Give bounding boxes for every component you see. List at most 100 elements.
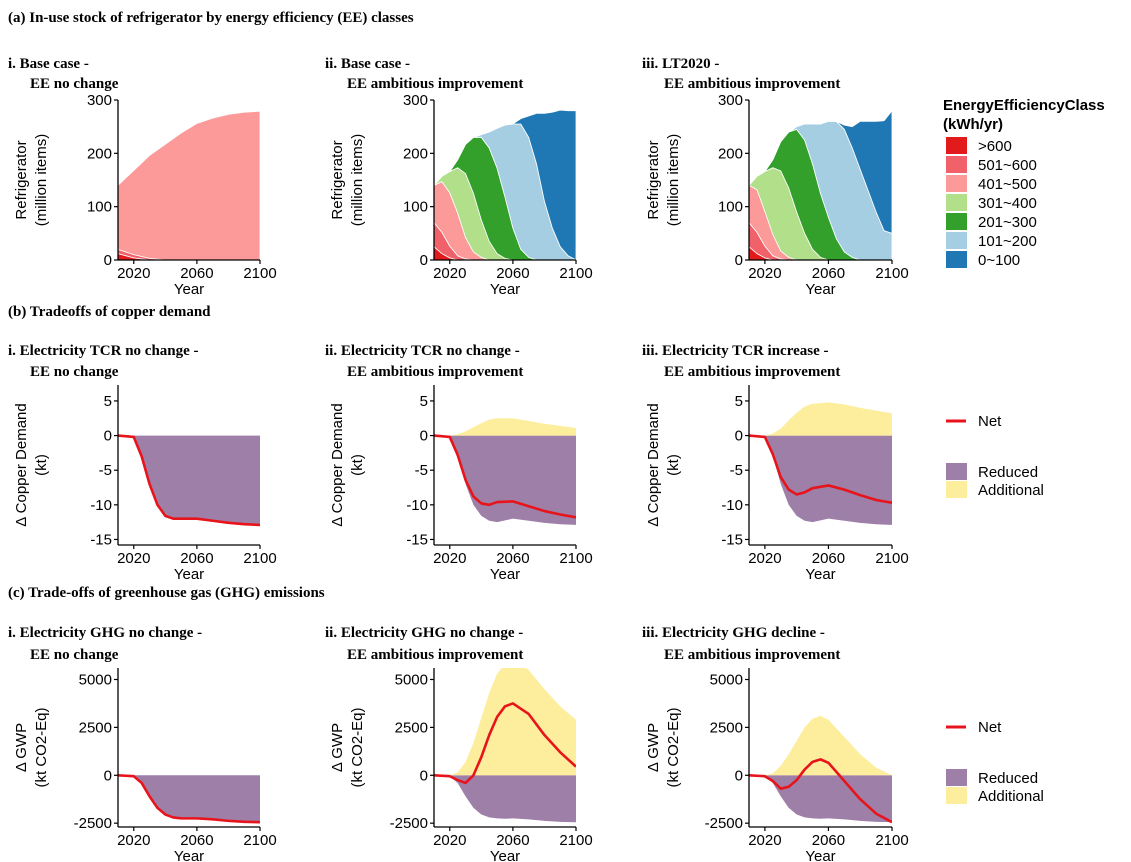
section-a-title: (a) In-use stock of refrigerator by ener…: [8, 10, 414, 26]
area-additional: [749, 715, 892, 776]
area-reduced: [434, 775, 576, 823]
legend-label-101-200: 101~200: [978, 233, 1037, 250]
legend-ghg-net-label: Net: [978, 719, 1002, 736]
chart-panel-1: i. Base case - EE no change 0 100 200 300 2020…: [8, 56, 277, 298]
x-tick-label: 2100: [875, 265, 908, 282]
y-tick-label: -2500: [705, 815, 743, 832]
y-tick-label: 100: [87, 199, 112, 216]
legend-label-301-400: 301~400: [978, 195, 1037, 212]
x-axis-label: Year: [805, 566, 835, 583]
area-501-600: [434, 222, 576, 260]
area-0-100: [749, 110, 892, 234]
y-tick-label: 0: [420, 252, 428, 269]
y-tick-label: 0: [735, 767, 743, 784]
panel-title-line1: ii. Base case -: [325, 56, 410, 72]
panels: i. Base case - EE no change 0 100 200 300 2020…: [8, 56, 909, 862]
y-tick-label: 2500: [79, 719, 112, 736]
area-reduced: [434, 435, 576, 525]
legend-ee-title-line1: EnergyEfficiencyClass: [943, 97, 1105, 114]
y-tick-label: -5: [730, 462, 743, 479]
x-tick-label: 2060: [496, 265, 529, 282]
legend-copper-net-label: Net: [978, 413, 1002, 430]
x-tick-label: 2100: [875, 550, 908, 567]
y-tick-label: 0: [420, 767, 428, 784]
y-axis-label-line1: Δ Copper Demand: [645, 403, 662, 526]
area-0-100: [434, 109, 576, 260]
y-tick-label: 0: [735, 252, 743, 269]
legend-copper-additional-swatch: [946, 481, 967, 498]
y-axis-label-line1: Refrigerator: [329, 140, 346, 219]
panel-title-line2: EE ambitious improvement: [664, 647, 840, 663]
x-tick-label: 2100: [559, 550, 592, 567]
area-401-500: [118, 110, 260, 260]
legend-copper-reduced-label: Reduced: [978, 464, 1038, 481]
line-net: [118, 773, 260, 824]
legend-copper: Net Reduced Additional: [946, 413, 1044, 499]
y-tick-label: 100: [718, 199, 743, 216]
legend-label-501-600: 501~600: [978, 157, 1037, 174]
x-tick-label: 2020: [433, 832, 466, 849]
legend-copper-reduced-swatch: [946, 463, 967, 480]
x-tick-label: 2060: [496, 832, 529, 849]
panel-title-line1: i. Electricity TCR no change -: [8, 343, 199, 359]
x-axis-label: Year: [174, 566, 204, 583]
area-600: [749, 246, 892, 260]
y-tick-label: 5000: [710, 671, 743, 688]
panel-title-line2: EE no change: [30, 647, 119, 663]
y-axis-label-line2: (million items): [349, 134, 366, 227]
y-axis-label-line2: (kt): [349, 454, 366, 476]
panel-title-line1: i. Base case -: [8, 56, 89, 72]
x-axis-label: Year: [805, 848, 835, 862]
panel-title-line2: EE ambitious improvement: [664, 364, 840, 380]
legend-swatch-501-600: [946, 156, 967, 173]
y-axis-label-line2: (million items): [665, 134, 682, 227]
legend-ee-title-line2: (kWh/yr): [943, 116, 1003, 133]
x-tick-label: 2100: [559, 832, 592, 849]
y-tick-label: 0: [420, 428, 428, 445]
x-axis-label: Year: [490, 281, 520, 298]
y-tick-label: -2500: [74, 815, 112, 832]
area-reduced: [749, 435, 892, 525]
line-net: [749, 758, 892, 824]
y-tick-label: -10: [90, 497, 112, 514]
plot-area: [434, 418, 576, 525]
y-tick-label: -10: [721, 497, 743, 514]
x-tick-label: 2020: [748, 265, 781, 282]
y-axis-label-line1: Δ Copper Demand: [13, 403, 30, 526]
chart-panel-3: iii. LT2020 - EE ambitious improvement 0 10…: [642, 56, 909, 298]
plot-area: [434, 668, 576, 823]
y-tick-label: -10: [406, 497, 428, 514]
panel-title-line2: EE ambitious improvement: [347, 647, 523, 663]
y-tick-label: 0: [104, 767, 112, 784]
y-tick-label: 5000: [79, 671, 112, 688]
y-tick-label: -15: [406, 531, 428, 548]
chart-panel-4: i. Electricity TCR no change - EE no chan…: [8, 343, 277, 583]
legend-ghg-additional-swatch: [946, 787, 967, 804]
y-tick-label: 5: [735, 393, 743, 410]
y-tick-label: 100: [403, 199, 428, 216]
x-tick-label: 2100: [875, 832, 908, 849]
y-axis-label-line2: (million items): [33, 134, 50, 227]
x-tick-label: 2100: [243, 550, 276, 567]
x-tick-label: 2100: [559, 265, 592, 282]
legend-swatch-101-200: [946, 232, 967, 249]
chart-panel-2: ii. Base case - EE ambitious improvement 0…: [325, 56, 593, 298]
x-tick-label: 2020: [117, 265, 150, 282]
legend-copper-additional-label: Additional: [978, 482, 1044, 499]
line-net: [749, 434, 892, 505]
plot-area: [749, 110, 892, 260]
y-tick-label: 200: [403, 145, 428, 162]
y-axis-label-line1: Δ Copper Demand: [329, 403, 346, 526]
section-c-title: (c) Trade-offs of greenhouse gas (GHG) e…: [8, 585, 325, 601]
legend-swatch-0-100: [946, 251, 967, 268]
y-axis-label-line1: Δ GWP: [329, 723, 346, 772]
y-axis-label-line2: (kt CO2-Eq): [33, 707, 50, 787]
line-net: [118, 434, 260, 527]
x-tick-label: 2060: [812, 265, 845, 282]
panel-title-line2: EE ambitious improvement: [347, 76, 523, 92]
y-tick-label: 200: [718, 145, 743, 162]
x-tick-label: 2060: [812, 832, 845, 849]
chart-panel-9: iii. Electricity GHG decline - EE ambitio…: [642, 625, 909, 862]
x-axis-label: Year: [490, 848, 520, 862]
y-tick-label: 5000: [395, 671, 428, 688]
